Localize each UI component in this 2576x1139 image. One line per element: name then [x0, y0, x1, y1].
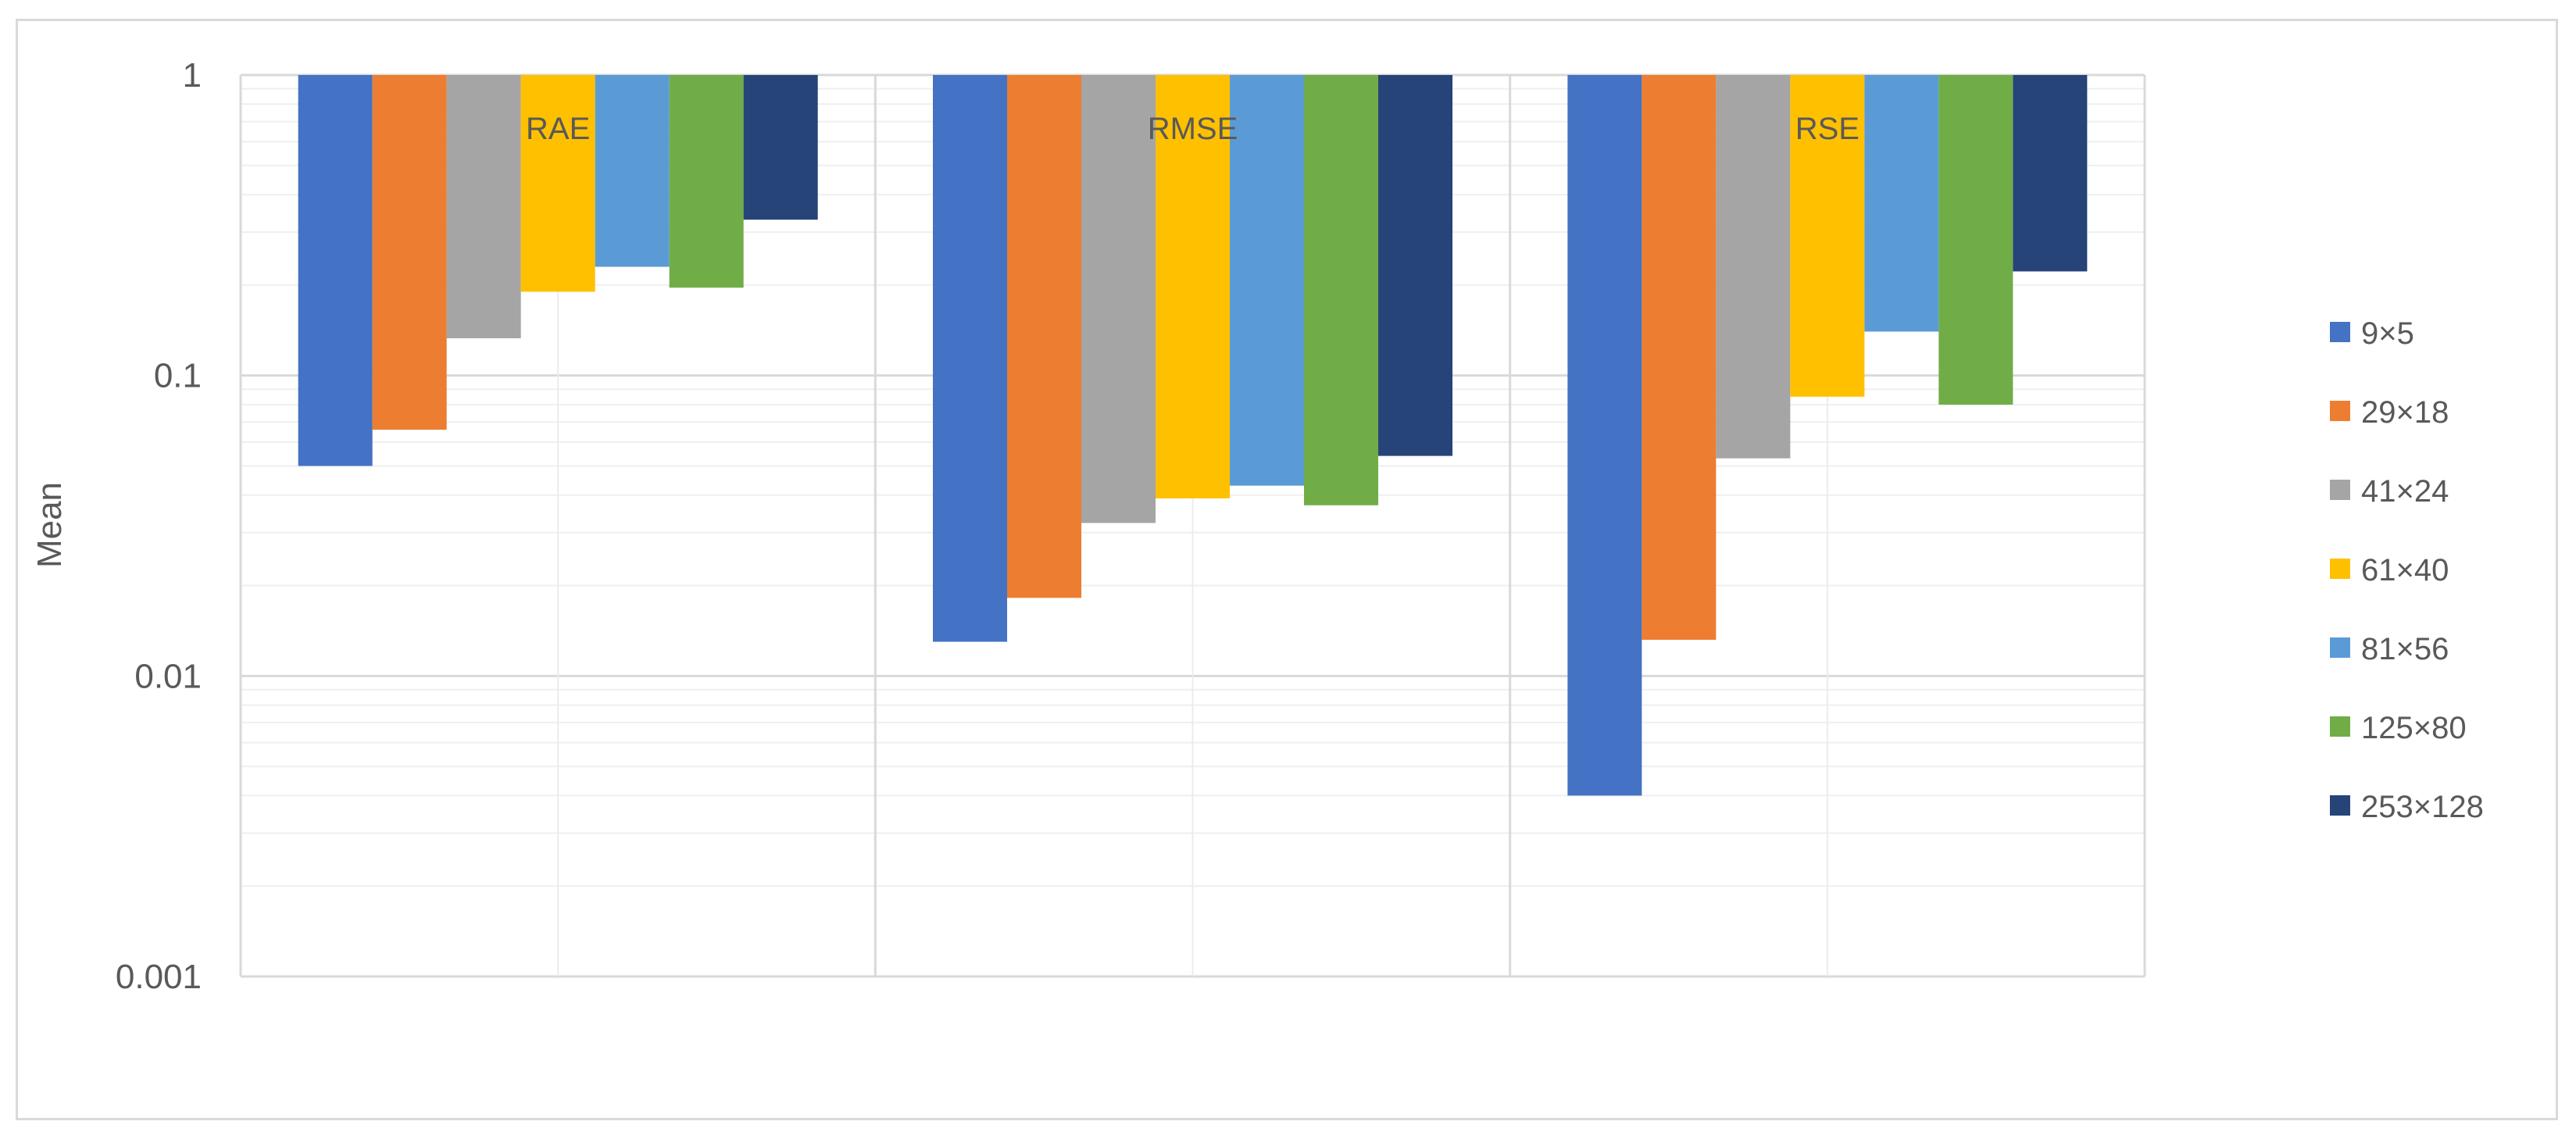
bar-rae-5	[595, 75, 670, 267]
bar-rmse-1	[933, 75, 1007, 642]
legend-swatch	[2330, 716, 2350, 737]
legend-swatch	[2330, 322, 2350, 342]
y-axis-ticks: 1 0.1 0.01 0.001	[116, 56, 202, 996]
bar-rae-1	[298, 75, 373, 466]
bar-rae-2	[372, 75, 447, 430]
bar-rse-2	[1642, 75, 1717, 640]
bar-rmse-4	[1156, 75, 1230, 498]
bar-rse-7	[2013, 75, 2088, 272]
bar-rae-6	[669, 75, 744, 288]
legend-swatch	[2330, 480, 2350, 500]
bar-rse-5	[1864, 75, 1939, 332]
bar-rmse-3	[1081, 75, 1156, 523]
category-label: RAE	[526, 112, 590, 146]
legend-label: 81×56	[2361, 632, 2449, 666]
legend-swatch	[2330, 401, 2350, 421]
bar-rae-7	[743, 75, 818, 220]
legend-swatch	[2330, 637, 2350, 658]
bar-rse-3	[1716, 75, 1791, 459]
bar-rae-4	[520, 75, 595, 292]
bar-rae-3	[446, 75, 521, 339]
y-tick-label: 0.1	[154, 357, 202, 395]
y-tick-label: 0.001	[116, 958, 202, 996]
bar-rmse-7	[1378, 75, 1452, 456]
legend-label: 253×128	[2361, 790, 2484, 824]
category-label: RMSE	[1148, 112, 1238, 146]
legend-label: 61×40	[2361, 553, 2449, 587]
bar-rmse-6	[1304, 75, 1378, 505]
bar-rse-1	[1567, 75, 1642, 796]
legend-label: 41×24	[2361, 474, 2449, 509]
legend-swatch	[2330, 559, 2350, 579]
y-tick-label: 1	[183, 56, 202, 95]
category-label: RSE	[1795, 112, 1860, 146]
legend: 9×5 29×18 41×24 61×40 81×56 125×80 253×128	[2330, 316, 2484, 824]
legend-label: 29×18	[2361, 395, 2449, 430]
legend-label: 9×5	[2361, 316, 2414, 351]
bar-rse-6	[1938, 75, 2013, 405]
legend-label: 125×80	[2361, 711, 2467, 745]
bar-rmse-5	[1230, 75, 1304, 486]
bar-rmse-2	[1007, 75, 1081, 598]
bars	[298, 75, 2088, 796]
bar-rse-4	[1790, 75, 1865, 397]
y-tick-label: 0.01	[134, 657, 202, 695]
category-labels: RAE RMSE RSE	[526, 112, 1860, 146]
legend-swatch	[2330, 795, 2350, 816]
y-axis-title: Mean	[30, 482, 69, 568]
